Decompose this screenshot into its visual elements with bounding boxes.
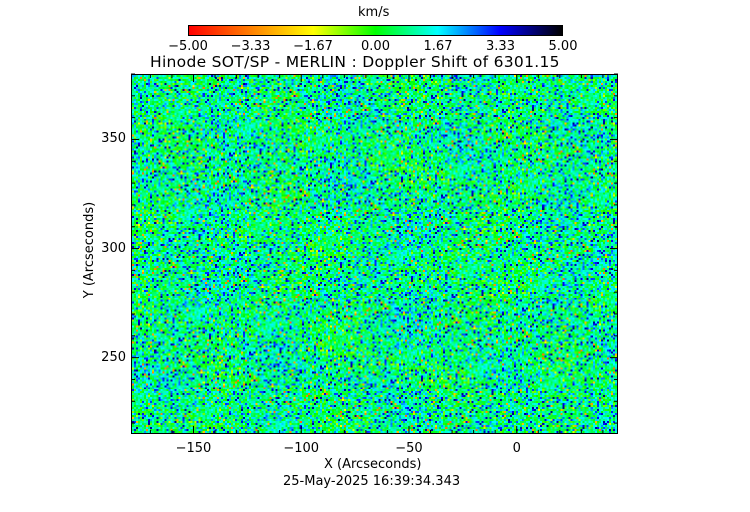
colorbar (188, 25, 563, 36)
x-tick-label: 0 (512, 441, 521, 456)
x-tick-label: −100 (283, 441, 320, 456)
doppler-map (132, 75, 617, 433)
colorbar-tick-label: 0.00 (361, 39, 390, 54)
x-axis-label: X (Arcseconds) (324, 457, 422, 472)
y-tick-label: 300 (101, 240, 126, 256)
colorbar-tick-label: 5.00 (548, 39, 578, 54)
colorbar-label: km/s (358, 5, 390, 20)
y-tick-label: 250 (101, 349, 126, 365)
chart-title: Hinode SOT/SP - MERLIN : Doppler Shift o… (150, 53, 560, 71)
colorbar-tick-label: 3.33 (486, 39, 515, 54)
plot-area (131, 74, 618, 434)
colorbar-tick-label: −5.00 (168, 39, 208, 54)
x-tick-label: −150 (175, 441, 212, 456)
y-tick-label: 350 (101, 131, 126, 147)
colorbar-tick-label: −1.67 (293, 39, 333, 54)
colorbar-tick-label: 1.67 (423, 39, 453, 54)
x-tick-label: −50 (395, 441, 423, 456)
y-axis-label: Y (Arcseconds) (82, 201, 97, 299)
colorbar-tick-label: −3.33 (230, 39, 271, 54)
timestamp: 25-May-2025 16:39:34.343 (283, 474, 461, 489)
